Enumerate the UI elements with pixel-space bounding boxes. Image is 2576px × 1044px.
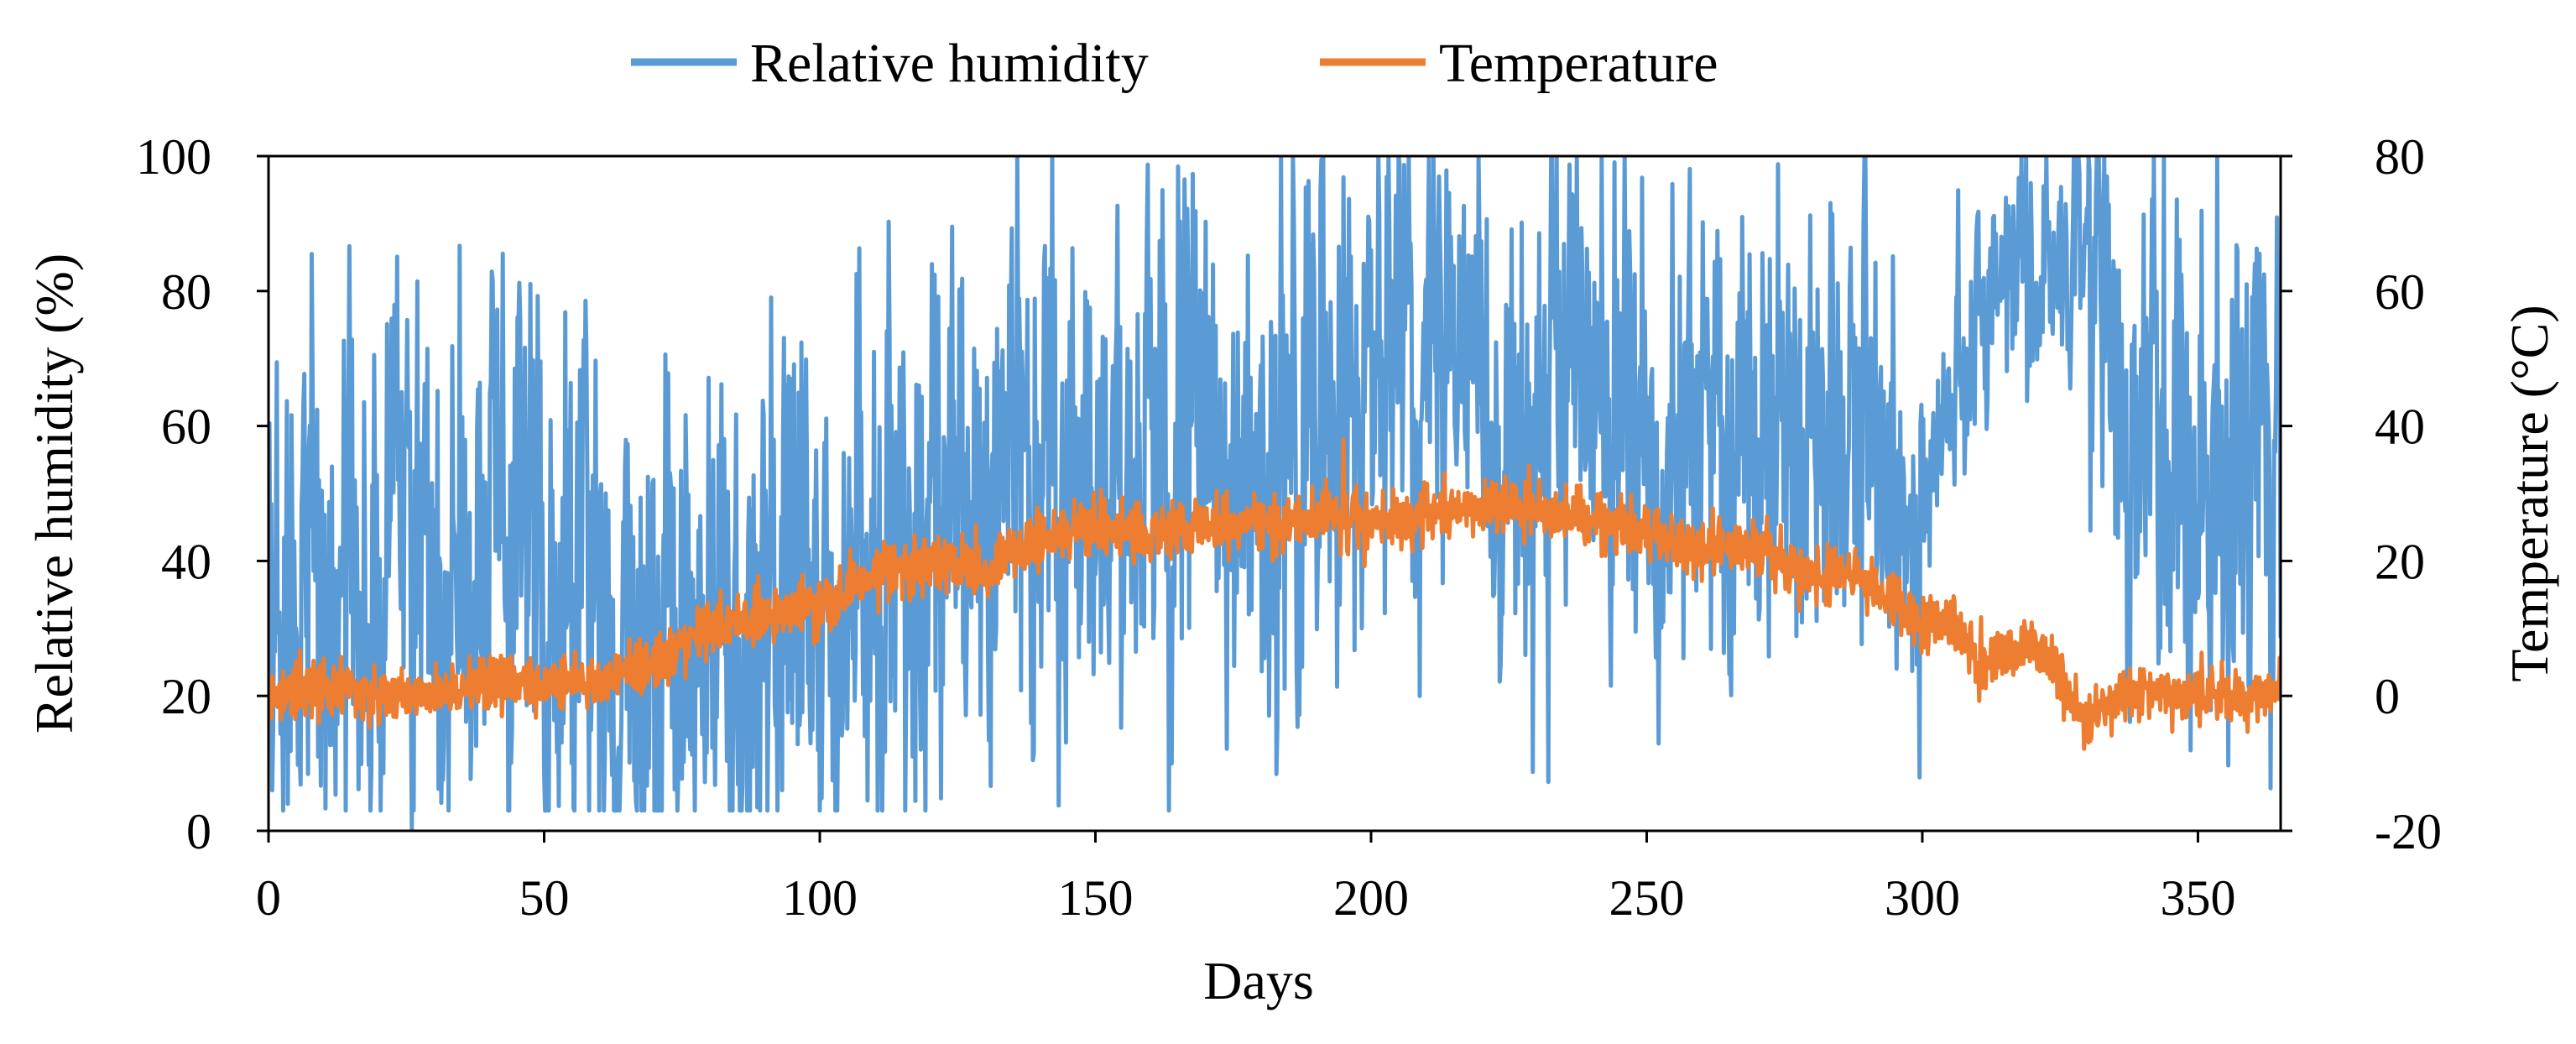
- y2-tick-label: 20: [2375, 534, 2425, 589]
- legend: Relative humidity Temperature: [631, 33, 1718, 94]
- right-y-axis-ticks: -20 0 20 40 60 80: [2281, 129, 2442, 859]
- y2-tick-label: -20: [2375, 804, 2442, 859]
- x-tick-label: 250: [1609, 870, 1684, 926]
- y-tick-label: 100: [136, 129, 211, 185]
- y2-tick-label: 80: [2375, 129, 2425, 185]
- y-tick-label: 0: [186, 804, 211, 859]
- legend-label-temperature: Temperature: [1439, 33, 1718, 94]
- y-tick-label: 40: [161, 534, 211, 589]
- x-tick-label: 0: [256, 870, 281, 926]
- x-axis-ticks: 0 50 100 150 200 250 300 350: [256, 831, 2235, 926]
- x-axis-title: Days: [1203, 951, 1314, 1010]
- x-tick-label: 200: [1333, 870, 1409, 926]
- y2-tick-label: 60: [2375, 264, 2425, 320]
- x-tick-label: 300: [1885, 870, 1960, 926]
- plot-area-frame: [267, 154, 2282, 833]
- series-line-temperature: [269, 437, 2281, 751]
- left-y-axis-title: Relative humidity (%): [24, 253, 84, 733]
- y2-tick-label: 40: [2375, 399, 2425, 455]
- legend-label-humidity: Relative humidity: [750, 33, 1149, 94]
- y2-tick-label: 0: [2375, 669, 2400, 724]
- x-tick-label: 150: [1057, 870, 1133, 926]
- left-y-axis-ticks: 0 20 40 60 80 100: [136, 129, 269, 859]
- series-line-relative-humidity: [269, 156, 2281, 831]
- right-y-axis-title: Temperature (°C): [2500, 305, 2559, 681]
- x-tick-label: 50: [519, 870, 569, 926]
- y-tick-label: 20: [161, 669, 211, 724]
- y-tick-label: 60: [161, 399, 211, 455]
- y-tick-label: 80: [161, 264, 211, 320]
- x-tick-label: 350: [2160, 870, 2235, 926]
- x-tick-label: 100: [782, 870, 858, 926]
